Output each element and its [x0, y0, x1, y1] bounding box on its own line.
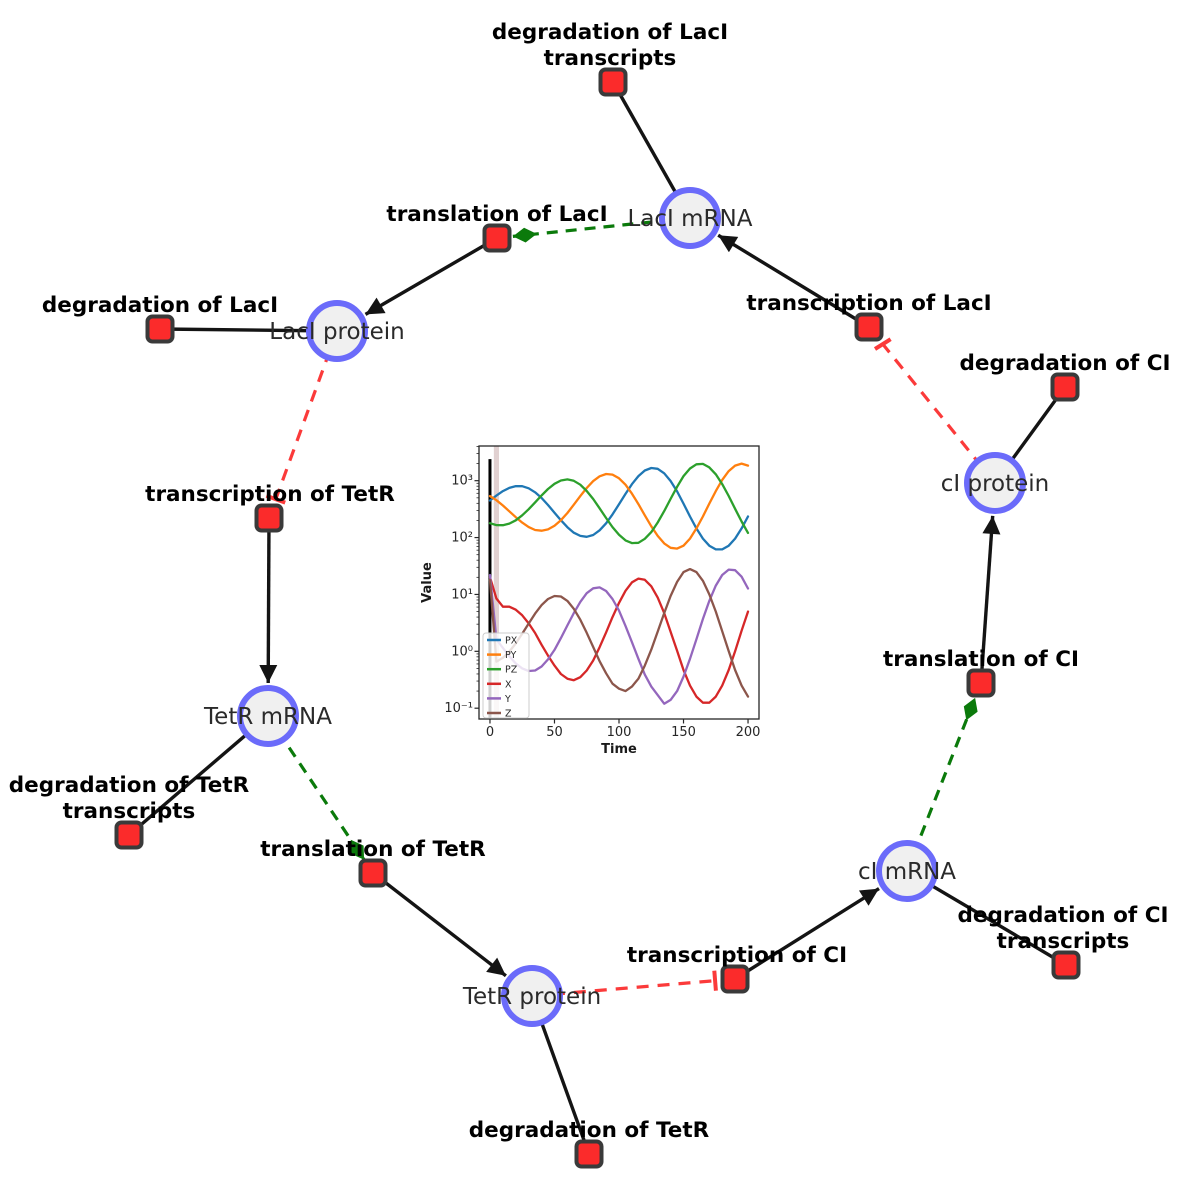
chart-legend: PX PY PZ XYZ [482, 632, 530, 720]
y-tick-label: 10⁰ [451, 644, 473, 659]
legend-label-X: X [505, 679, 512, 690]
reaction-label-transcription-tetr: transcription of TetR [145, 482, 395, 507]
edge-translation-laci-to-laci-protein [364, 236, 498, 316]
species-node-tetr-mrna [237, 685, 299, 747]
chart-series-PY [488, 462, 750, 550]
edge-transcription-ci-to-ci-mrna [734, 887, 880, 981]
y-tick-label: 10¹ [451, 587, 473, 602]
initial-transient-band [493, 446, 499, 719]
legend-label-PY: PY [505, 650, 517, 661]
nodes-layer [114, 67, 1081, 1169]
reaction-node-translation-tetr [358, 858, 388, 888]
inhibition-tbar-icon [712, 970, 718, 991]
reaction-label-transcription-laci: transcription of LacI [746, 291, 991, 316]
chart-series-X [488, 576, 750, 704]
reaction-node-translation-ci [966, 668, 996, 698]
edge-transcription-laci-to-laci-mrna [717, 233, 870, 329]
x-tick-label: 150 [671, 725, 696, 740]
species-node-ci-mrna [876, 840, 938, 902]
reaction-node-translation-laci [482, 223, 512, 253]
legend-label-Y: Y [504, 694, 511, 705]
reaction-label-degradation-laci-transcripts-line2: transcripts [544, 46, 677, 71]
species-label-ci-protein: cI protein [941, 471, 1050, 497]
chart-x-axis-label: Time [601, 742, 637, 757]
reaction-label-translation-laci: translation of LacI [386, 202, 607, 227]
inhibition-tbar-icon [265, 493, 286, 505]
legend-label-PZ: PZ [505, 665, 518, 676]
reaction-label-degradation-ci: degradation of CI [960, 351, 1171, 376]
edge-catalysis-ci-mrna-to-translation [905, 697, 978, 872]
chart-series [488, 462, 750, 705]
reaction-label-degradation-tetr: degradation of TetR [469, 1118, 710, 1143]
species-node-tetr-protein [501, 965, 563, 1027]
species-label-laci-mrna: LacI mRNA [628, 206, 753, 232]
reaction-node-degradation-ci-transcripts [1051, 950, 1081, 980]
reaction-node-transcription-laci [854, 312, 884, 342]
chart-series-Z [488, 567, 750, 698]
legend-label-PX: PX [505, 636, 518, 647]
species-label-tetr-protein: TetR protein [462, 984, 601, 1010]
legend-label-Z: Z [505, 709, 512, 720]
reaction-label-degradation-tetr-transcripts-line1: degradation of TetR [9, 773, 250, 798]
reaction-node-degradation-tetr [574, 1139, 604, 1169]
reaction-label-transcription-ci: transcription of CI [627, 943, 847, 968]
y-tick-label: 10² [451, 531, 473, 546]
reaction-node-degradation-ci [1050, 372, 1080, 402]
reaction-label-degradation-laci-transcripts-line1: degradation of LacI [492, 20, 728, 45]
reaction-node-degradation-laci [145, 314, 175, 344]
x-tick-label: 50 [546, 725, 563, 740]
reaction-node-degradation-tetr-transcripts [114, 820, 144, 850]
timeseries-plot: 0 50 100 150 20010⁻¹10⁰10¹10²10³TimeValuePXP… [420, 445, 761, 757]
reaction-node-transcription-ci [720, 964, 750, 994]
reaction-label-degradation-tetr-transcripts-line2: transcripts [63, 799, 196, 824]
edge-translation-tetr-to-tetr-protein [371, 871, 507, 978]
species-label-laci-protein: LacI protein [269, 319, 404, 345]
species-label-tetr-mrna: TetR mRNA [203, 704, 332, 730]
edge-transcription-tetr-to-tetr-mrna [259, 517, 278, 684]
chart-series-PX [488, 466, 750, 551]
x-tick-label: 100 [607, 725, 632, 740]
species-label-ci-mrna: cI mRNA [858, 859, 956, 885]
x-tick-label: 0 [486, 725, 494, 740]
species-node-laci-mrna [659, 187, 721, 249]
reaction-label-translation-tetr: translation of TetR [260, 837, 486, 862]
labels-layer: LacI mRNA LacI protein TetR mRNA TetR pr… [9, 20, 1171, 1143]
species-node-ci-protein [964, 452, 1026, 514]
edge-translation-ci-to-ci-protein [979, 515, 1001, 684]
reaction-node-degradation-laci-transcripts [598, 67, 628, 97]
chart-axes: 0 50 100 150 200 10⁻¹ 10⁰ 10¹ 10² 10³ Time Value [420, 445, 761, 757]
reaction-label-degradation-ci-transcripts-line1: degradation of CI [958, 903, 1169, 928]
reaction-node-transcription-tetr [254, 503, 284, 533]
reaction-label-translation-ci: translation of CI [883, 647, 1079, 672]
y-tick-label: 10⁻¹ [444, 701, 473, 716]
inhibition-tbar-icon [873, 337, 892, 351]
x-tick-label: 200 [736, 725, 761, 740]
species-node-laci-protein [306, 300, 368, 362]
reaction-label-degradation-ci-transcripts-line2: transcripts [997, 929, 1130, 954]
chart-series-PZ [488, 462, 750, 545]
chart-series-Y [488, 568, 750, 705]
inset-chart: 0 50 100 150 200 10⁻¹ 10⁰ 10¹ 10² 10³ Time Value PX P… [408, 434, 776, 764]
reaction-label-degradation-laci: degradation of LacI [42, 293, 278, 318]
y-tick-label: 10³ [451, 474, 473, 489]
chart-y-axis-label: Value [420, 562, 435, 603]
